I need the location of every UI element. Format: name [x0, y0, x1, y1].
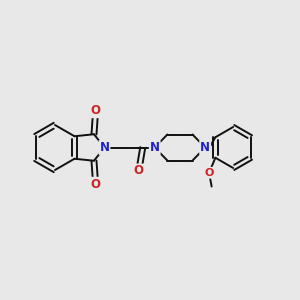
- Text: O: O: [90, 104, 100, 117]
- Text: O: O: [90, 178, 100, 191]
- Text: N: N: [100, 141, 110, 154]
- Text: O: O: [204, 168, 214, 178]
- Text: O: O: [134, 164, 144, 178]
- Text: N: N: [150, 141, 160, 154]
- Text: N: N: [200, 141, 210, 154]
